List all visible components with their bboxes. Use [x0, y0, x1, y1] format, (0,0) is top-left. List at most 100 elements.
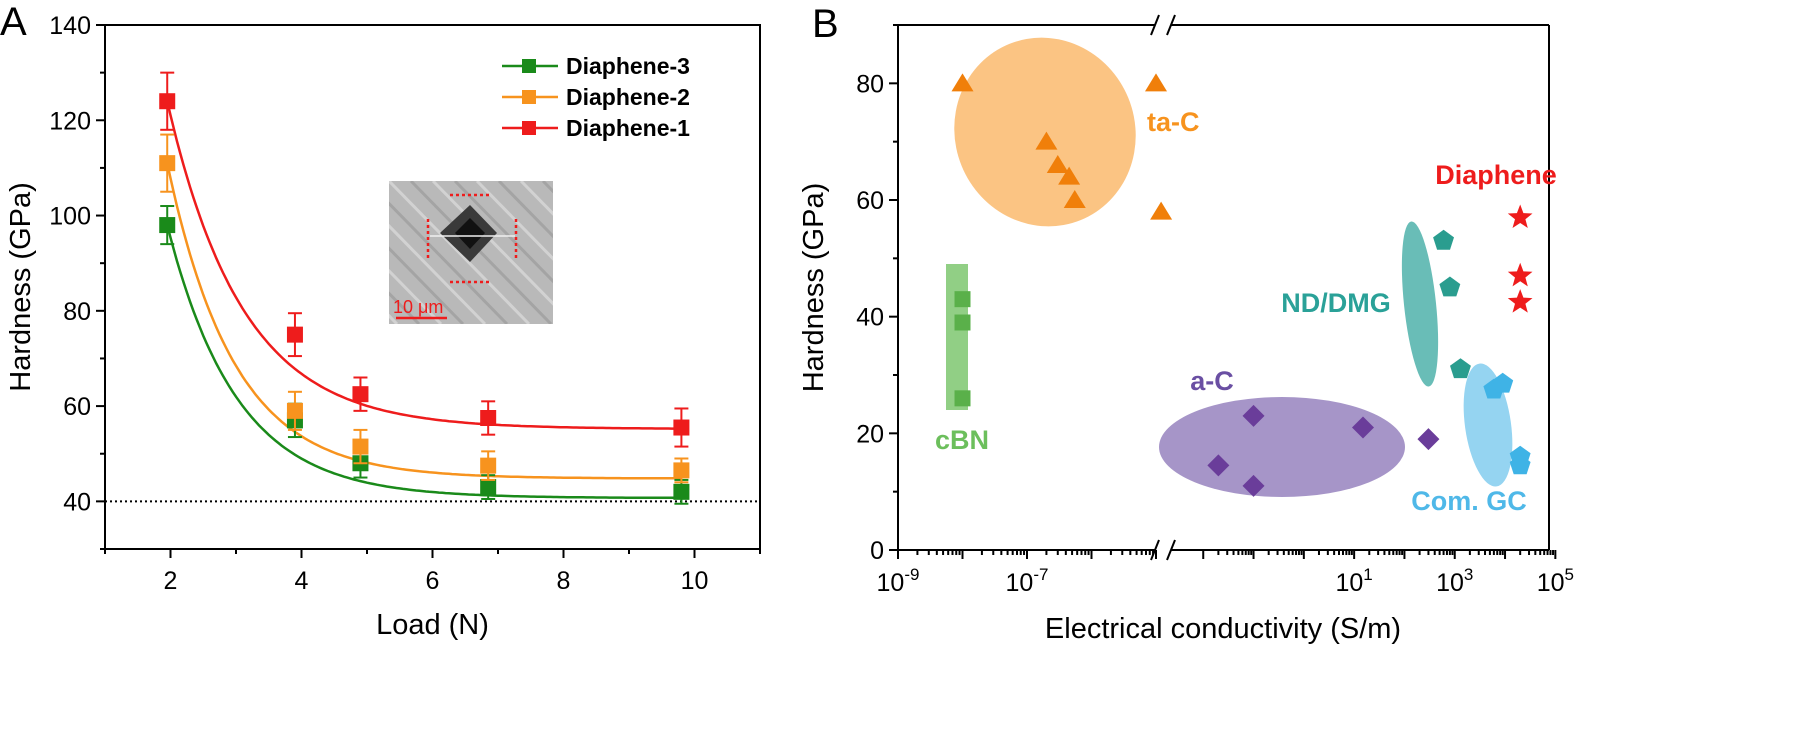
x-axis-title: Load (N) — [376, 609, 489, 641]
x-tick-label: 6 — [426, 567, 440, 595]
x-tick-label: 101 — [1335, 565, 1372, 597]
data-point-cbn — [954, 291, 971, 308]
y-tick-label: 80 — [856, 70, 884, 98]
x-tick-exponent: 1 — [1363, 565, 1372, 584]
fit-curve-diaphene-1 — [165, 100, 682, 430]
y-tick-label: 140 — [49, 12, 91, 40]
x-axis-title: Electrical conductivity (S/m) — [1045, 613, 1401, 645]
x-tick-exponent: -7 — [1033, 565, 1048, 584]
inset-texture-line — [431, 181, 553, 306]
data-point-diaphene-2 — [286, 402, 303, 419]
data-point-diaphene-2 — [352, 438, 369, 455]
group-label-a-c: a-C — [1190, 366, 1234, 396]
data-point-diaphene — [1507, 262, 1533, 287]
data-point-nd-dmg — [1439, 276, 1461, 297]
x-tick-exponent: 3 — [1464, 565, 1473, 584]
data-point-diaphene — [1507, 289, 1533, 313]
inset-texture-line — [389, 223, 487, 324]
data-point-diaphene-1 — [159, 93, 176, 110]
y-tick-label: 0 — [870, 537, 884, 565]
data-point-a-c — [1242, 404, 1265, 427]
x-tick-base: 10 — [1436, 569, 1464, 597]
inset-texture-line — [389, 246, 465, 324]
x-tick-base: 10 — [1335, 569, 1363, 597]
indent-core — [455, 218, 485, 249]
y-axis-title: Hardness (GPa) — [5, 182, 37, 392]
inset-texture-line — [389, 291, 421, 324]
data-point-ta-c — [1046, 155, 1069, 173]
inset-texture-line — [389, 181, 531, 324]
inset-texture-line — [389, 268, 443, 324]
legend-label: Diaphene-3 — [566, 53, 690, 79]
legend-marker — [522, 90, 536, 104]
x-tick-label: 10-7 — [1006, 565, 1049, 597]
inset-texture-line — [409, 181, 553, 324]
data-point-ta-c — [1058, 166, 1081, 185]
inset-texture-line — [519, 181, 553, 216]
panel-a: A 2 4 6 8 10 40 60 80 100 120 140 Load (N) Hardness (… — [0, 0, 761, 641]
x-tick-label: 105 — [1537, 565, 1574, 597]
x-tick-base: 10 — [1537, 569, 1565, 597]
data-point-diaphene — [1507, 204, 1533, 228]
data-point-a-c — [1207, 454, 1230, 477]
data-point-diaphene-3 — [673, 483, 690, 500]
inset-texture-line — [587, 181, 727, 324]
data-point-ta-c — [951, 73, 974, 92]
fit-curve-diaphene-2 — [165, 162, 682, 480]
x-tick-label: 8 — [557, 567, 571, 595]
axis-break-mark — [1166, 539, 1176, 561]
group-label-nd-dmg: ND/DMG — [1281, 288, 1391, 318]
group-label-cbn: cBN — [935, 425, 989, 455]
data-point-diaphene-2 — [673, 462, 690, 479]
y-tick-label: 60 — [856, 187, 884, 215]
y-tick-label: 120 — [49, 107, 91, 135]
y-tick-label: 20 — [856, 420, 884, 448]
x-tick-base: 10 — [1006, 569, 1034, 597]
group-region-ta-c — [954, 37, 1136, 227]
data-point-nd-dmg — [1450, 358, 1471, 379]
data-point-a-c — [1242, 474, 1265, 497]
inset-texture-line — [453, 181, 553, 284]
panel-label: A — [0, 0, 27, 44]
y-tick-label: 40 — [856, 304, 884, 332]
data-point-ta-c — [1150, 201, 1173, 220]
data-point-diaphene-1 — [673, 419, 690, 436]
data-point-ta-c — [1063, 190, 1086, 208]
data-point-diaphene-1 — [352, 386, 369, 403]
data-point-a-c — [1417, 428, 1440, 451]
y-tick-label: 80 — [63, 298, 91, 326]
data-point-diaphene-2 — [159, 155, 176, 172]
inset-texture-line — [541, 181, 553, 194]
data-point-com-gc — [1509, 454, 1531, 475]
legend-label: Diaphene-2 — [566, 84, 690, 110]
y-tick-label: 40 — [63, 488, 91, 516]
data-point-ta-c — [1035, 131, 1058, 150]
panel-label: B — [812, 2, 839, 46]
group-region-a-c — [1159, 397, 1405, 497]
inset-texture-line — [475, 181, 553, 261]
data-point-a-c — [1351, 416, 1374, 439]
y-axis-title: Hardness (GPa) — [798, 183, 830, 393]
x-tick-base: 10 — [877, 569, 905, 597]
x-tick-label: 10 — [681, 567, 709, 595]
group-label-com-gc: Com. GC — [1411, 486, 1527, 516]
data-point-diaphene-3 — [480, 479, 497, 496]
data-point-diaphene-3 — [159, 217, 176, 234]
inset-texture-line — [497, 181, 553, 239]
legend-label: Diaphene-1 — [566, 115, 690, 141]
data-point-diaphene-1 — [480, 410, 497, 426]
y-tick-label: 100 — [49, 203, 91, 231]
x-tick-label: 103 — [1436, 565, 1473, 597]
x-tick-exponent: -9 — [904, 565, 919, 584]
y-tick-label: 60 — [63, 393, 91, 421]
x-tick-label: 2 — [164, 567, 178, 595]
group-region-cbn — [946, 264, 968, 410]
data-point-nd-dmg — [1433, 229, 1454, 250]
group-region-nd-dmg — [1401, 221, 1439, 387]
inset-texture-line — [389, 313, 399, 324]
legend-marker — [522, 59, 536, 73]
data-point-diaphene-2 — [480, 457, 497, 474]
group-label-ta-c: ta-C — [1147, 107, 1200, 137]
